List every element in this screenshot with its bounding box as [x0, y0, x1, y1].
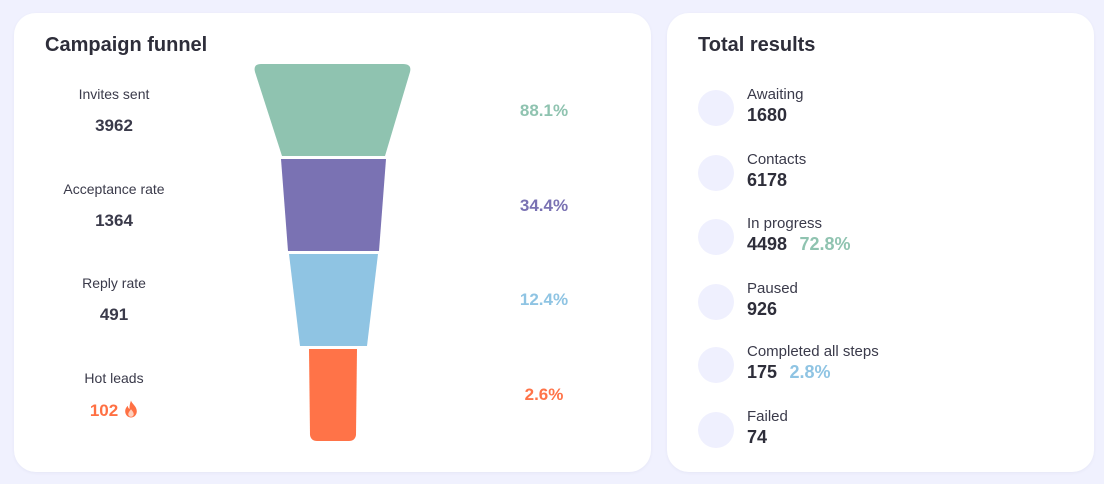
result-awaiting: Awaiting 1680 — [698, 86, 1078, 132]
result-label: Completed all steps — [747, 343, 879, 360]
result-completed-all-steps: Completed all steps 175 2.8% — [698, 343, 1078, 389]
result-value: 926 — [747, 299, 778, 319]
funnel-segment-hot-leads — [309, 349, 357, 441]
result-value: 74 — [747, 427, 768, 447]
result-percent: 72.8% — [799, 234, 851, 254]
result-label: Failed — [747, 408, 788, 425]
status-dot-icon — [698, 412, 734, 448]
total-results-card: Total results Awaiting 1680 Contacts 617… — [667, 13, 1094, 472]
result-value: 1680 — [747, 105, 788, 125]
status-dot-icon — [698, 90, 734, 126]
stage-label: Reply rate — [82, 275, 146, 291]
stage-label: Invites sent — [78, 86, 150, 102]
result-value: 175 — [747, 362, 778, 382]
percent-reply-rate: 12.4% — [519, 290, 569, 309]
campaign-funnel-card: Campaign funnel Invites sent 3962 Accept… — [14, 13, 651, 472]
result-percent: 2.8% — [789, 362, 831, 382]
status-dot-icon — [698, 219, 734, 255]
result-value: 6178 — [747, 170, 788, 190]
funnel-title: Campaign funnel — [45, 34, 208, 56]
funnel-chart — [254, 64, 411, 441]
result-label: In progress — [747, 215, 823, 232]
result-paused: Paused 926 — [698, 280, 1078, 326]
result-value: 4498 — [747, 234, 788, 254]
stage-reply-rate: Reply rate 491 — [14, 275, 214, 325]
flame-icon — [124, 400, 138, 423]
percent-invites-sent: 88.1% — [519, 101, 569, 120]
status-dot-icon — [698, 155, 734, 191]
stage-label: Acceptance rate — [63, 181, 165, 197]
result-in-progress: In progress 4498 72.8% — [698, 215, 1078, 261]
stage-value: 1364 — [95, 211, 133, 230]
stage-acceptance-rate: Acceptance rate 1364 — [14, 181, 214, 231]
status-dot-icon — [698, 284, 734, 320]
result-label: Paused — [747, 280, 798, 297]
funnel-segment-invites-sent — [254, 64, 411, 156]
result-label: Awaiting — [747, 86, 804, 103]
stage-hot-leads: Hot leads 102 — [14, 370, 214, 423]
result-contacts: Contacts 6178 — [698, 151, 1078, 197]
percent-hot-leads: 2.6% — [524, 385, 564, 404]
funnel-segment-reply-rate — [289, 254, 378, 346]
percent-acceptance-rate: 34.4% — [519, 196, 569, 215]
funnel-segment-acceptance-rate — [281, 159, 386, 251]
stage-value: 491 — [99, 305, 129, 324]
result-label: Contacts — [747, 151, 807, 168]
hot-leads-value: 102 — [89, 401, 119, 420]
stage-value: 3962 — [95, 116, 133, 135]
stage-label: Hot leads — [84, 370, 144, 386]
result-failed: Failed 74 — [698, 408, 1078, 454]
status-dot-icon — [698, 347, 734, 383]
stage-invites-sent: Invites sent 3962 — [14, 86, 214, 136]
results-title: Total results — [698, 34, 816, 56]
stage-value: 102 — [14, 400, 214, 423]
